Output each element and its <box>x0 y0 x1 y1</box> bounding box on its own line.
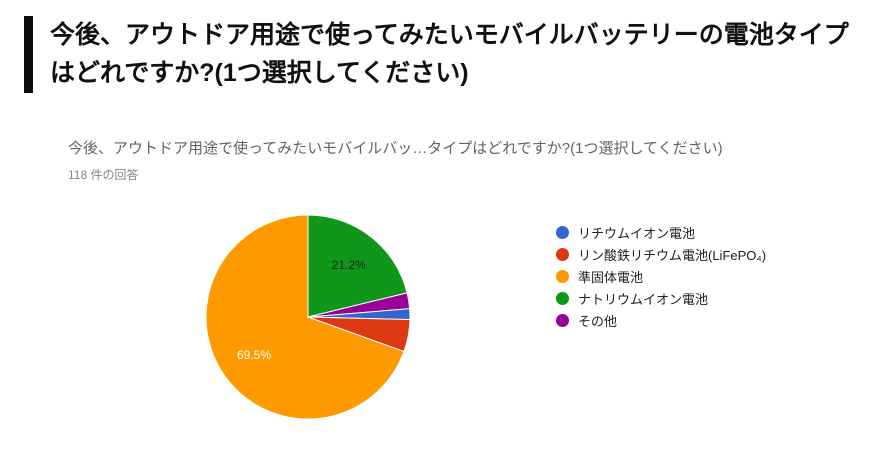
legend-label: ナトリウムイオン電池 <box>578 291 709 307</box>
legend-item: リン酸鉄リチウム電池(LiFePO₄) <box>556 243 766 265</box>
legend-item: その他 <box>556 309 766 331</box>
legend-dot <box>556 247 569 261</box>
chart-body: 21.2% 69.5% リチウムイオン電池 リン酸鉄リチウム電池(LiFePO₄)… <box>68 213 882 421</box>
legend-dot <box>556 313 569 327</box>
page: 今後、アウトドア用途で使ってみたいモバイルバッテリーの電池タイプはどれですか?(… <box>0 16 882 421</box>
question-title: 今後、アウトドア用途で使ってみたいモバイルバッテリーの電池タイプはどれですか?(… <box>50 21 849 87</box>
legend-dot <box>556 291 569 305</box>
question-header: 今後、アウトドア用途で使ってみたいモバイルバッテリーの電池タイプはどれですか?(… <box>24 16 856 93</box>
legend-item: 準固体電池 <box>556 265 766 287</box>
pie-slice-3 <box>307 214 408 318</box>
response-count: 118 件の回答 <box>68 168 139 182</box>
pie-slice-label: 21.2% <box>332 258 366 272</box>
legend-label: リン酸鉄リチウム電池(LiFePO₄) <box>578 247 767 263</box>
legend-item: リチウムイオン電池 <box>556 221 766 243</box>
pie-slice-2 <box>205 214 405 420</box>
chart-title: 今後、アウトドア用途で使ってみたいモバイルバッ…タイプはどれですか?(1つ選択し… <box>68 140 723 157</box>
heading-accent-bar <box>24 16 33 93</box>
chart-legend: リチウムイオン電池 リン酸鉄リチウム電池(LiFePO₄) 準固体電池 ナトリウ… <box>556 221 766 421</box>
legend-dot <box>556 225 569 239</box>
pie-slice-label: 69.5% <box>237 348 271 362</box>
legend-label: 準固体電池 <box>578 269 644 285</box>
legend-label: その他 <box>578 313 618 329</box>
legend-dot <box>556 269 569 283</box>
chart-card: 今後、アウトドア用途で使ってみたいモバイルバッ…タイプはどれですか?(1つ選択し… <box>68 137 882 421</box>
pie-chart: 21.2% 69.5% <box>205 214 411 420</box>
legend-label: リチウムイオン電池 <box>578 225 696 241</box>
legend-item: ナトリウムイオン電池 <box>556 287 766 309</box>
